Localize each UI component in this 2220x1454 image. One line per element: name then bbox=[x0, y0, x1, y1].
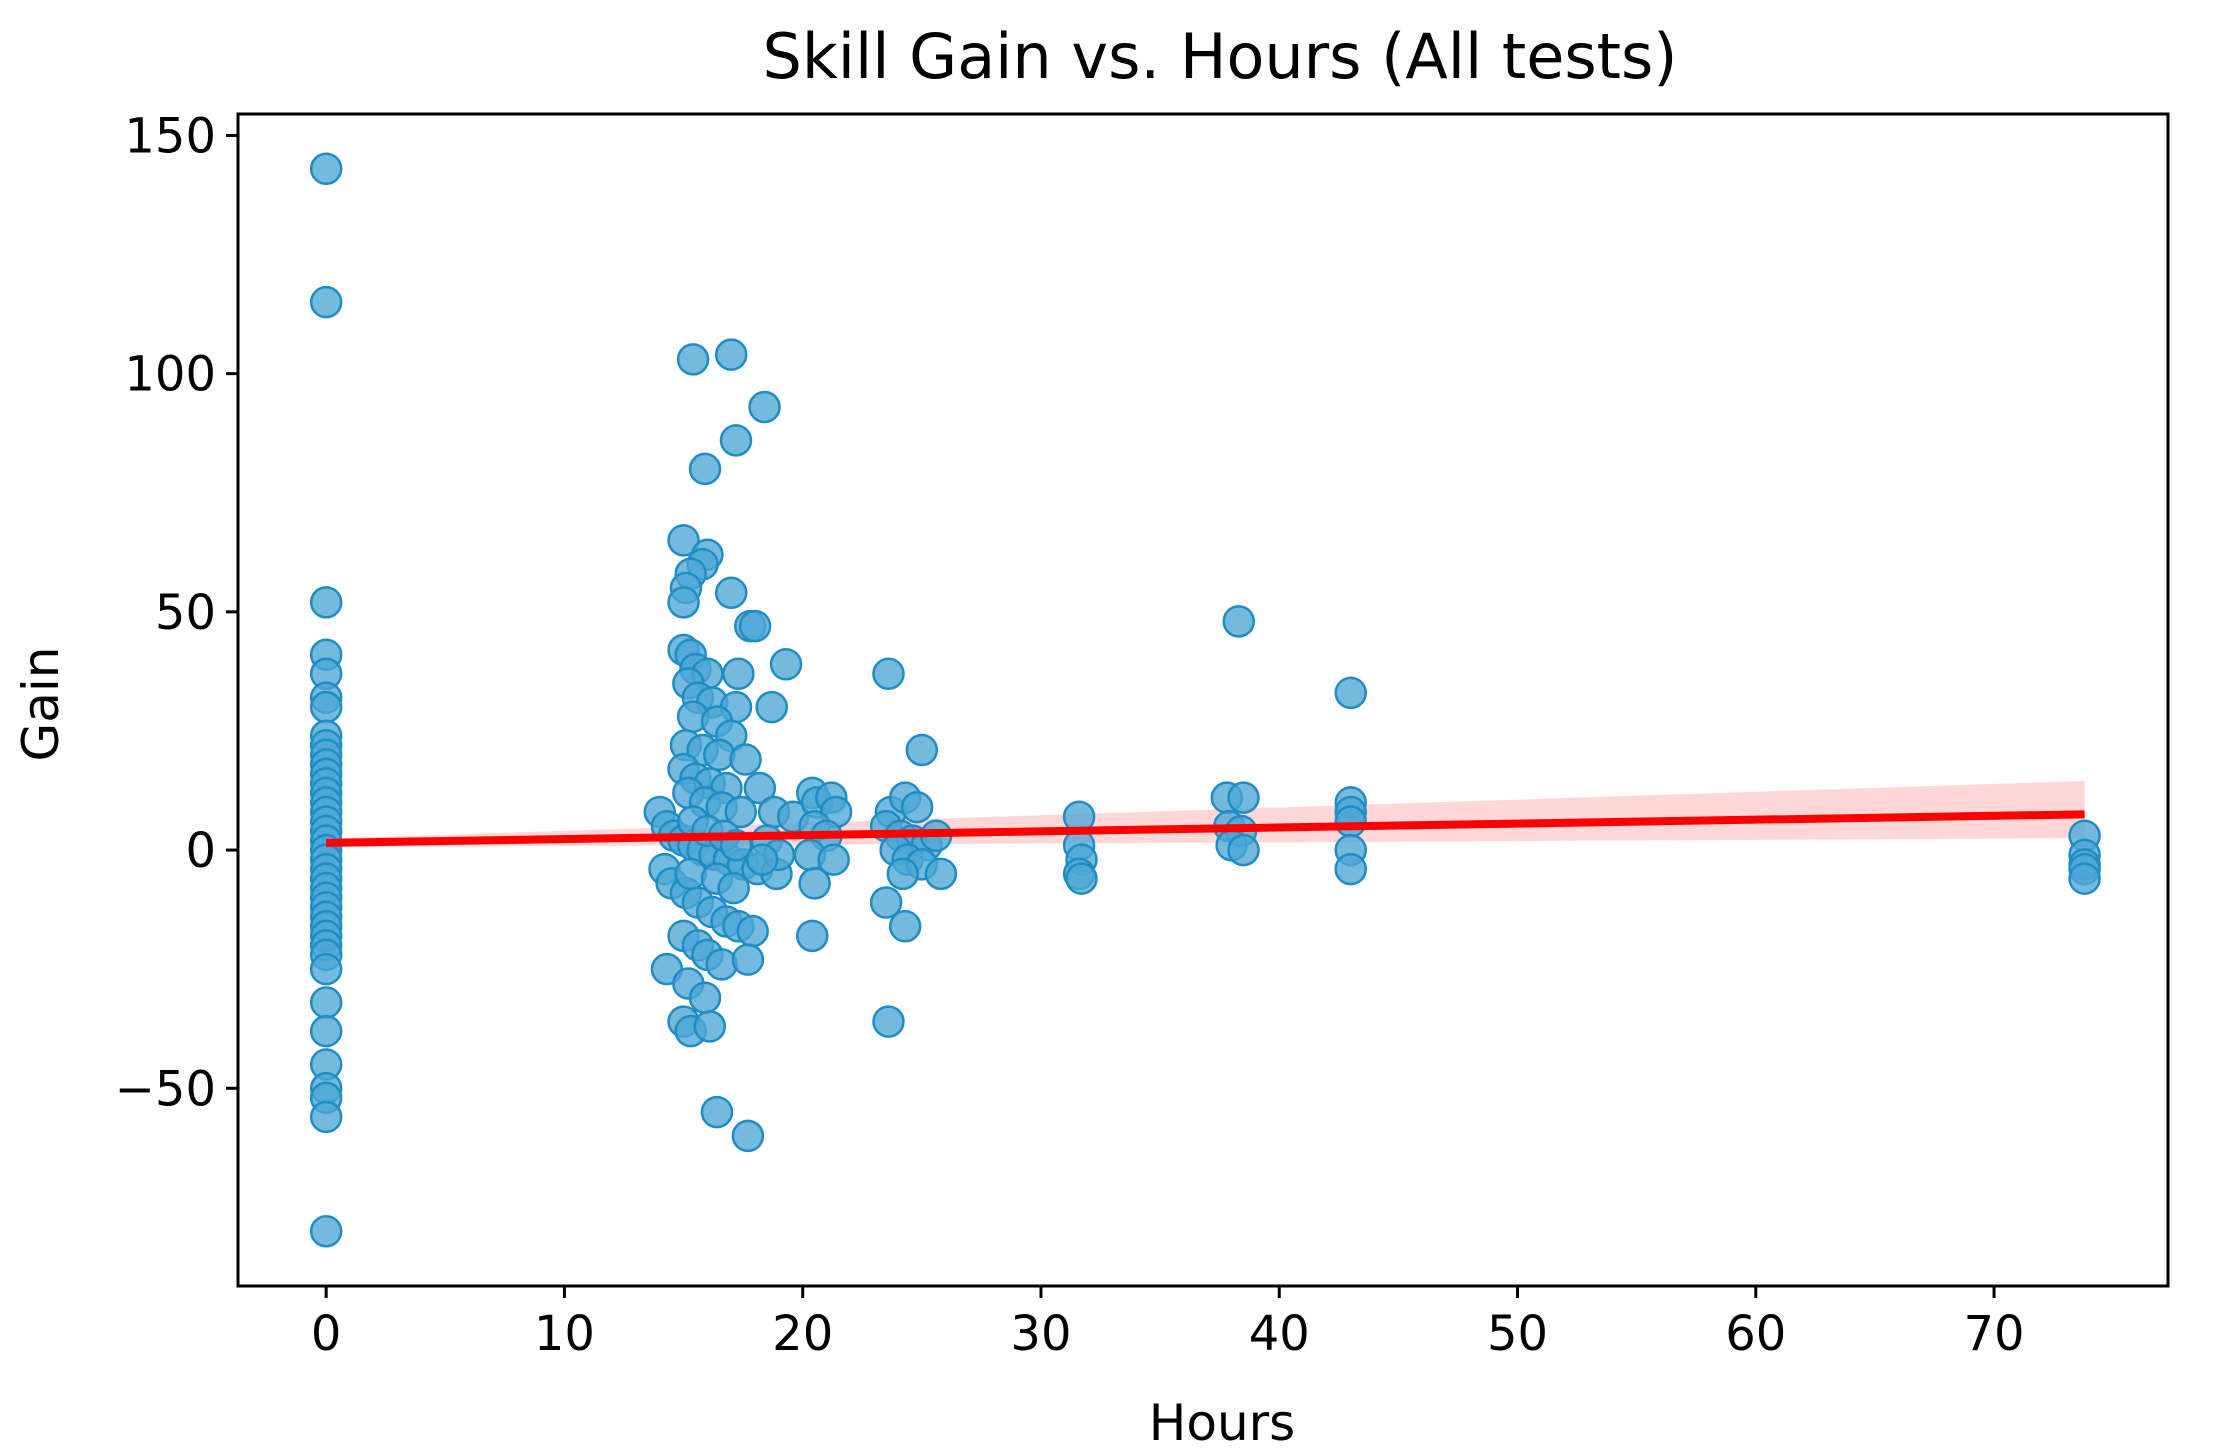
data-point bbox=[688, 981, 722, 1015]
x-tick-label: 70 bbox=[1964, 1306, 2025, 1362]
data-point bbox=[731, 943, 765, 976]
data-point bbox=[705, 948, 738, 981]
data-point bbox=[1334, 676, 1367, 710]
data-point bbox=[886, 857, 920, 891]
regression-line bbox=[326, 810, 2085, 847]
data-point bbox=[676, 343, 710, 376]
data-point bbox=[309, 1100, 343, 1134]
data-point bbox=[905, 733, 939, 767]
data-point bbox=[309, 285, 343, 319]
data-point bbox=[309, 952, 343, 986]
data-point bbox=[798, 867, 831, 900]
x-axis: 0 10 20 30 40 50 60 70 bbox=[311, 1286, 2025, 1362]
data-point bbox=[1065, 862, 1098, 895]
data-point bbox=[872, 1005, 905, 1038]
data-point bbox=[1222, 605, 1255, 638]
data-point bbox=[667, 586, 700, 619]
data-point bbox=[748, 390, 781, 424]
y-tick-label: 150 bbox=[124, 108, 216, 164]
data-point bbox=[795, 919, 829, 953]
data-point bbox=[309, 152, 343, 186]
data-point bbox=[722, 657, 755, 691]
data-point bbox=[700, 1095, 734, 1129]
data-point bbox=[714, 576, 748, 610]
data-point bbox=[769, 648, 803, 681]
data-point bbox=[703, 738, 736, 772]
data-point bbox=[714, 338, 748, 371]
x-tick-label: 40 bbox=[1249, 1306, 1310, 1362]
data-point bbox=[688, 452, 722, 486]
x-tick-label: 0 bbox=[311, 1306, 342, 1362]
data-point bbox=[869, 886, 903, 919]
y-tick-label: 50 bbox=[155, 585, 216, 641]
data-point bbox=[736, 914, 769, 948]
data-point bbox=[745, 843, 779, 876]
x-tick-label: 20 bbox=[772, 1306, 833, 1362]
data-point bbox=[1227, 833, 1260, 867]
y-axis: −50 0 50 100 150 bbox=[115, 108, 238, 1117]
plot-area bbox=[309, 152, 2101, 1248]
data-point bbox=[667, 524, 700, 557]
data-point bbox=[729, 743, 762, 776]
data-point bbox=[872, 657, 905, 691]
data-point bbox=[1334, 805, 1367, 838]
data-point bbox=[309, 986, 343, 1019]
data-point bbox=[309, 1014, 343, 1048]
data-points-layer bbox=[309, 152, 2101, 1248]
data-point bbox=[817, 843, 850, 876]
data-point bbox=[743, 771, 777, 805]
data-point bbox=[1334, 852, 1367, 886]
chart-title: Skill Gain vs. Hours (All tests) bbox=[763, 20, 1678, 93]
data-point bbox=[1227, 781, 1260, 814]
data-point bbox=[309, 586, 343, 619]
data-point bbox=[2068, 862, 2101, 895]
data-point bbox=[309, 1214, 343, 1248]
x-axis-label: Hours bbox=[1149, 1394, 1295, 1452]
data-point bbox=[924, 857, 958, 891]
data-point bbox=[693, 1010, 727, 1043]
y-axis-label: Gain bbox=[12, 647, 70, 762]
y-tick-label: −50 bbox=[115, 1061, 216, 1117]
x-tick-label: 10 bbox=[534, 1306, 595, 1362]
x-tick-label: 60 bbox=[1725, 1306, 1786, 1362]
data-point bbox=[755, 690, 788, 724]
x-tick-label: 50 bbox=[1487, 1306, 1548, 1362]
data-point bbox=[724, 795, 758, 829]
data-point bbox=[719, 424, 753, 457]
data-point bbox=[900, 790, 934, 824]
data-point bbox=[888, 910, 922, 943]
data-point bbox=[738, 609, 772, 643]
data-point bbox=[731, 1119, 765, 1153]
y-tick-label: 100 bbox=[124, 347, 216, 403]
regression-line-layer bbox=[326, 810, 2085, 847]
data-point bbox=[717, 871, 750, 905]
plot-frame bbox=[236, 112, 2170, 1288]
data-point bbox=[674, 857, 707, 891]
data-point bbox=[309, 690, 343, 724]
x-tick-label: 30 bbox=[1010, 1306, 1071, 1362]
y-tick-label: 0 bbox=[185, 823, 216, 879]
